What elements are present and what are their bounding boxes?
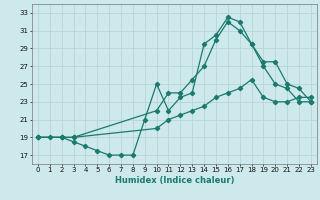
X-axis label: Humidex (Indice chaleur): Humidex (Indice chaleur) xyxy=(115,176,234,185)
